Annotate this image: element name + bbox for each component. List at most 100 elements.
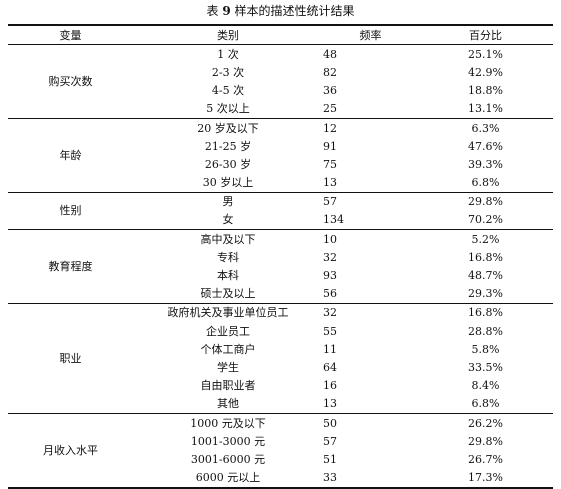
frequency-cell: 12 <box>323 121 337 135</box>
variable-cell: 职业 <box>59 351 82 365</box>
frequency-cell: 134 <box>323 213 344 227</box>
category-cell: 30 岁以上 <box>202 176 254 190</box>
table-row: 1001-3000 元 57 29.8% <box>8 432 553 450</box>
frequency-cell: 32 <box>323 250 337 264</box>
percent-cell: 39.3% <box>468 157 503 171</box>
percent-cell: 29.8% <box>468 195 503 209</box>
category-cell: 政府机关及事业单位员工 <box>167 306 289 320</box>
category-cell: 1 次 <box>217 47 239 61</box>
category-cell: 个体工商户 <box>200 342 256 356</box>
table-row: 学生 64 33.5% <box>8 358 553 376</box>
frequency-cell: 51 <box>323 452 337 466</box>
table-row: 6000 元以上 33 17.3% <box>8 469 553 488</box>
frequency-cell: 56 <box>323 287 337 301</box>
frequency-cell: 11 <box>323 342 337 356</box>
table-row: 购买次数 1 次 48 25.1% <box>8 45 553 88</box>
percent-cell: 70.2% <box>468 213 503 227</box>
table-row: 年龄 20 岁及以下 12 6.3% <box>8 118 553 162</box>
table-caption: 表 9 样本的描述性统计结果 <box>0 3 561 19</box>
table-row: 硕士及以上 56 29.3% <box>8 285 553 304</box>
table-header: 变量 类别 频率 百分比 <box>8 25 553 45</box>
table-row: 26-30 岁 75 39.3% <box>8 155 553 173</box>
category-cell: 男 <box>222 195 234 209</box>
variable-cell: 性别 <box>59 204 82 218</box>
frequency-cell: 33 <box>323 471 337 485</box>
category-cell: 高中及以下 <box>200 232 256 246</box>
table-row: 职业 政府机关及事业单位员工 32 16.8% <box>8 303 553 365</box>
variable-cell: 年龄 <box>59 148 82 162</box>
frequency-cell: 48 <box>323 47 337 61</box>
table-row: 本科 93 48.7% <box>8 266 553 284</box>
table-row: 4-5 次 36 18.8% <box>8 82 553 100</box>
table-row: 30 岁以上 13 6.8% <box>8 174 553 193</box>
frequency-cell: 93 <box>323 269 337 283</box>
frequency-cell: 64 <box>323 360 337 374</box>
percent-cell: 28.8% <box>468 324 503 338</box>
category-cell: 本科 <box>217 269 239 283</box>
variable-cell: 月收入水平 <box>43 443 98 457</box>
caption-prefix: 表 <box>206 4 219 18</box>
percent-cell: 48.7% <box>468 269 503 283</box>
percent-cell: 47.6% <box>468 139 503 153</box>
category-cell: 26-30 岁 <box>204 157 252 171</box>
header-variable: 变量 <box>59 28 82 42</box>
table-row: 企业员工 55 28.8% <box>8 322 553 340</box>
category-cell: 2-3 次 <box>211 65 245 79</box>
frequency-cell: 82 <box>323 65 337 79</box>
percent-cell: 5.8% <box>471 342 500 356</box>
table-row: 性别 男 57 29.8% <box>8 192 553 217</box>
percent-cell: 33.5% <box>468 360 503 374</box>
category-cell: 女 <box>222 213 234 227</box>
table-row: 女 134 70.2% <box>8 211 553 230</box>
category-cell: 自由职业者 <box>200 379 256 393</box>
percent-cell: 29.3% <box>468 287 503 301</box>
percent-cell: 26.7% <box>468 452 503 466</box>
percent-cell: 6.8% <box>471 397 500 411</box>
frequency-cell: 13 <box>323 397 337 411</box>
percent-cell: 42.9% <box>468 65 503 79</box>
table-group: 年龄 20 岁及以下 12 6.3% 21-25 岁 91 47.6% 26-30 岁 75 39… <box>8 118 553 193</box>
frequency-cell: 55 <box>323 324 337 338</box>
table-row: 5 次以上 25 13.1% <box>8 100 553 119</box>
percent-cell: 25.1% <box>468 47 503 61</box>
frequency-cell: 36 <box>323 84 337 98</box>
table-group: 职业 政府机关及事业单位员工 32 16.8% 企业员工 55 28.8% 个体工商户 11 5.… <box>8 303 553 414</box>
table-row: 其他 13 6.8% <box>8 395 553 414</box>
table-row: 自由职业者 16 8.4% <box>8 377 553 395</box>
header-row: 变量 类别 频率 百分比 <box>8 25 553 45</box>
category-cell: 5 次以上 <box>206 102 250 116</box>
category-cell: 20 岁及以下 <box>197 121 259 135</box>
frequency-cell: 57 <box>323 195 337 209</box>
frequency-cell: 25 <box>323 102 337 116</box>
caption-title: 样本的描述性统计结果 <box>234 4 355 18</box>
frequency-cell: 32 <box>323 306 337 320</box>
percent-cell: 16.8% <box>468 250 503 264</box>
category-cell: 6000 元以上 <box>195 471 261 485</box>
percent-cell: 6.3% <box>471 121 500 135</box>
percent-cell: 8.4% <box>471 379 500 393</box>
table-group: 月收入水平 1000 元及以下 50 26.2% 1001-3000 元 57 29.8% 3… <box>8 413 553 488</box>
category-cell: 1000 元及以下 <box>190 416 266 430</box>
percent-cell: 17.3% <box>468 471 503 485</box>
caption-number: 9 <box>222 4 231 18</box>
category-cell: 硕士及以上 <box>200 287 256 301</box>
category-cell: 专科 <box>217 250 239 264</box>
header-category: 类别 <box>217 28 239 42</box>
category-cell: 学生 <box>217 360 239 374</box>
frequency-cell: 50 <box>323 416 337 430</box>
category-cell: 3001-6000 元 <box>190 452 266 466</box>
variable-cell: 教育程度 <box>48 259 93 273</box>
table-row: 21-25 岁 91 47.6% <box>8 137 553 155</box>
percent-cell: 26.2% <box>468 416 503 430</box>
header-percent: 百分比 <box>469 28 502 42</box>
percent-cell: 6.8% <box>471 176 500 190</box>
percent-cell: 18.8% <box>468 84 503 98</box>
table-row: 个体工商户 11 5.8% <box>8 340 553 358</box>
category-cell: 1001-3000 元 <box>190 434 266 448</box>
frequency-cell: 57 <box>323 434 337 448</box>
table-group: 购买次数 1 次 48 25.1% 2-3 次 82 42.9% 4-5 次 36 18.8% 5 … <box>8 45 553 119</box>
category-cell: 4-5 次 <box>211 84 245 98</box>
statistics-table: 变量 类别 频率 百分比 购买次数 1 次 48 25.1% 2-3 次 82 42.9% 4… <box>8 24 553 489</box>
percent-cell: 16.8% <box>468 306 503 320</box>
frequency-cell: 13 <box>323 176 337 190</box>
